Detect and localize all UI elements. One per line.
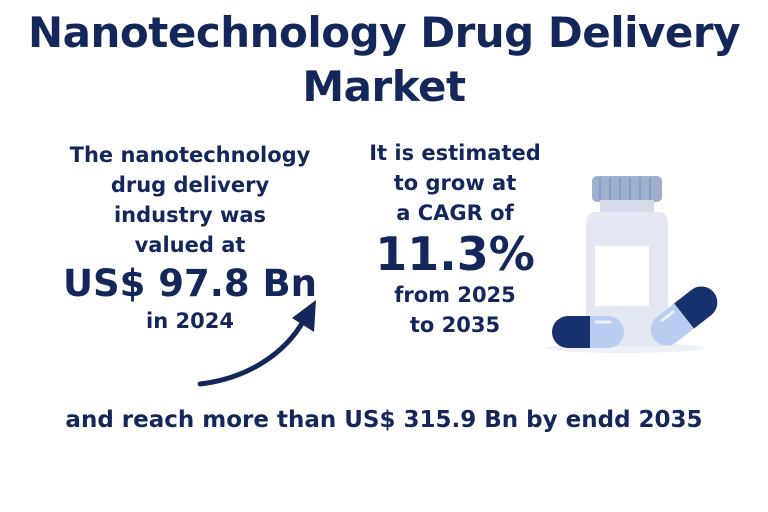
market-value-intro-3: industry was: [113, 203, 267, 227]
cagr-intro-3: a CAGR of: [396, 201, 514, 225]
market-value-figure: US$ 97.8 Bn: [62, 262, 318, 305]
growth-arrow-icon: [197, 300, 316, 387]
market-value-block: The nanotechnology drug delivery industr…: [40, 140, 340, 336]
cagr-intro-1: It is estimated: [369, 141, 541, 165]
page-title: Nanotechnology Drug Delivery Market: [0, 6, 768, 114]
cagr-block: It is estimated to grow at a CAGR of 11.…: [350, 138, 560, 340]
forecast-footer: and reach more than US$ 315.9 Bn by endd…: [65, 407, 703, 433]
title-line-2: Market: [302, 62, 466, 111]
market-value-intro-4: valued at: [134, 233, 246, 257]
cagr-intro-2: to grow at: [393, 171, 517, 195]
medicine-bottle-icon: [545, 176, 705, 353]
capsule-icon-tilted: [650, 286, 718, 346]
cagr-range-1: from 2025: [394, 283, 516, 307]
market-value-year: in 2024: [146, 309, 234, 333]
title-line-1: Nanotechnology Drug Delivery: [28, 8, 740, 57]
capsule-icon: [552, 316, 624, 348]
market-value-intro-2: drug delivery: [110, 173, 270, 197]
cagr-figure: 11.3%: [375, 227, 535, 281]
cagr-range-2: to 2035: [409, 313, 501, 337]
market-value-intro-1: The nanotechnology: [69, 143, 311, 167]
